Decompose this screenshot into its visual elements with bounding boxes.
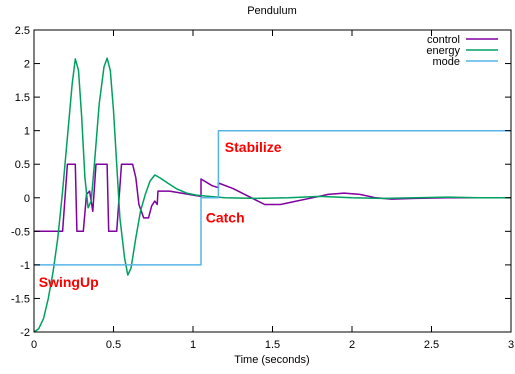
y-tick-label: -0.5: [11, 226, 30, 238]
annotation-stabilize: Stabilize: [225, 139, 282, 155]
series-line-control: [34, 163, 511, 233]
x-tick-label: 1.5: [265, 339, 280, 351]
x-tick-label: 3: [508, 339, 514, 351]
annotation-swingup: SwingUp: [39, 274, 99, 290]
y-tick-label: 2: [24, 59, 30, 71]
chart-title: Pendulum: [247, 5, 297, 17]
x-tick-label: 2.5: [424, 339, 439, 351]
y-tick-label: -2: [20, 327, 30, 339]
series-line-energy: [33, 57, 511, 333]
annotations: SwingUp Catch Stabilize: [39, 139, 282, 290]
annotation-catch: Catch: [206, 210, 245, 226]
x-tick-label: 1: [190, 339, 196, 351]
y-axis: -2 -1.5 -1 -0.5 0 0.5 1 1.5 2 2.5: [11, 25, 511, 339]
legend-label-mode: mode: [432, 56, 460, 68]
y-tick-label: 2.5: [15, 25, 30, 37]
y-tick-label: 1.5: [15, 92, 30, 104]
x-tick-label: 0.5: [106, 339, 121, 351]
y-tick-label: 1: [24, 126, 30, 138]
x-axis: 0 0.5 1 1.5 2 2.5 3: [31, 30, 514, 351]
legend-label-control: control: [427, 34, 460, 46]
x-axis-label: Time (seconds): [234, 354, 309, 366]
x-tick-label: 2: [349, 339, 355, 351]
series-lines: [33, 57, 511, 333]
y-tick-label: 0: [24, 193, 30, 205]
y-tick-label: -1.5: [11, 293, 30, 305]
plot-frame: [33, 29, 512, 333]
x-tick-label: 0: [31, 339, 37, 351]
y-tick-label: 0.5: [15, 159, 30, 171]
y-tick-label: -1: [20, 260, 30, 272]
legend-label-energy: energy: [426, 45, 460, 57]
series-line-mode: [34, 129, 511, 266]
